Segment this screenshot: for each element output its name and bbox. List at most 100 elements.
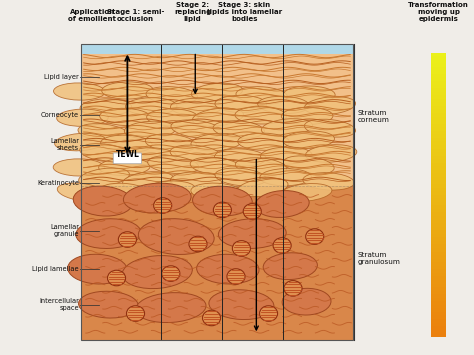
- Ellipse shape: [53, 159, 105, 176]
- Ellipse shape: [238, 133, 289, 150]
- Text: Corneocyte: Corneocyte: [41, 112, 79, 118]
- Ellipse shape: [304, 97, 356, 115]
- Ellipse shape: [124, 121, 176, 138]
- Ellipse shape: [127, 306, 145, 321]
- Text: Transformation
moving up
epidermis: Transformation moving up epidermis: [408, 2, 469, 22]
- Ellipse shape: [227, 269, 245, 284]
- Ellipse shape: [191, 183, 242, 201]
- Ellipse shape: [243, 204, 261, 219]
- Ellipse shape: [68, 254, 128, 284]
- Ellipse shape: [80, 99, 132, 116]
- Ellipse shape: [260, 306, 278, 321]
- Ellipse shape: [236, 87, 287, 104]
- Text: Stratum
granulosum: Stratum granulosum: [358, 252, 401, 265]
- Ellipse shape: [76, 219, 141, 248]
- Ellipse shape: [154, 198, 172, 213]
- Ellipse shape: [118, 232, 137, 247]
- Ellipse shape: [255, 191, 309, 218]
- Ellipse shape: [306, 229, 324, 244]
- Text: Stratum
corneum: Stratum corneum: [358, 110, 390, 123]
- Ellipse shape: [237, 178, 288, 197]
- Ellipse shape: [282, 108, 333, 125]
- Ellipse shape: [146, 109, 198, 126]
- Ellipse shape: [126, 98, 177, 115]
- Ellipse shape: [273, 238, 291, 253]
- Text: TEWL: TEWL: [116, 150, 139, 159]
- Ellipse shape: [125, 148, 177, 165]
- Ellipse shape: [79, 168, 129, 186]
- Ellipse shape: [79, 291, 138, 318]
- Ellipse shape: [73, 186, 133, 216]
- Text: Keratinocyte: Keratinocyte: [37, 180, 79, 186]
- Ellipse shape: [192, 108, 244, 126]
- Text: Lipid layer: Lipid layer: [44, 74, 79, 80]
- Ellipse shape: [144, 181, 195, 198]
- Ellipse shape: [283, 156, 334, 174]
- Ellipse shape: [209, 290, 274, 320]
- Ellipse shape: [190, 157, 241, 175]
- Ellipse shape: [123, 172, 173, 190]
- Bar: [81, 44, 353, 54]
- Ellipse shape: [215, 95, 266, 113]
- Ellipse shape: [100, 183, 151, 201]
- Ellipse shape: [80, 144, 131, 162]
- Ellipse shape: [99, 158, 150, 175]
- Ellipse shape: [170, 145, 221, 163]
- Ellipse shape: [261, 147, 312, 164]
- Ellipse shape: [219, 219, 286, 248]
- Ellipse shape: [263, 253, 318, 279]
- FancyBboxPatch shape: [113, 153, 142, 164]
- Ellipse shape: [171, 120, 222, 138]
- Ellipse shape: [191, 83, 243, 101]
- Ellipse shape: [54, 83, 105, 100]
- Ellipse shape: [100, 108, 151, 126]
- Text: Intercellular
space: Intercellular space: [39, 298, 79, 311]
- Text: Stage 1: semi-
occlusion: Stage 1: semi- occlusion: [107, 9, 164, 22]
- Ellipse shape: [189, 236, 207, 252]
- Ellipse shape: [57, 183, 108, 202]
- Ellipse shape: [102, 82, 153, 99]
- Ellipse shape: [100, 135, 152, 152]
- Ellipse shape: [162, 266, 180, 281]
- Ellipse shape: [258, 96, 309, 114]
- Ellipse shape: [148, 155, 199, 174]
- Ellipse shape: [303, 173, 354, 190]
- Ellipse shape: [213, 121, 264, 138]
- Ellipse shape: [283, 86, 335, 103]
- Text: Lamellar
sheets: Lamellar sheets: [50, 138, 79, 151]
- Ellipse shape: [215, 168, 266, 186]
- Ellipse shape: [282, 288, 331, 315]
- Bar: [81, 44, 353, 340]
- Ellipse shape: [136, 293, 206, 323]
- Text: Lamellar
granule: Lamellar granule: [50, 224, 79, 237]
- Ellipse shape: [235, 107, 287, 124]
- Ellipse shape: [146, 134, 197, 152]
- Ellipse shape: [191, 133, 242, 151]
- Text: Stage 2:
replacing
lipid: Stage 2: replacing lipid: [174, 2, 211, 22]
- Ellipse shape: [171, 98, 222, 115]
- Ellipse shape: [283, 131, 335, 148]
- Ellipse shape: [122, 256, 192, 289]
- Text: Stage 3: skin
lipids into lamellar
bodies: Stage 3: skin lipids into lamellar bodie…: [207, 2, 282, 22]
- Ellipse shape: [192, 186, 252, 216]
- Ellipse shape: [305, 145, 357, 162]
- Ellipse shape: [213, 202, 231, 218]
- Ellipse shape: [202, 310, 220, 326]
- Ellipse shape: [260, 169, 311, 186]
- Ellipse shape: [138, 219, 214, 255]
- Ellipse shape: [215, 149, 266, 166]
- Ellipse shape: [146, 87, 198, 104]
- Ellipse shape: [123, 183, 191, 213]
- Ellipse shape: [78, 124, 129, 142]
- Ellipse shape: [232, 241, 250, 256]
- Ellipse shape: [55, 133, 106, 151]
- Ellipse shape: [284, 280, 302, 296]
- Ellipse shape: [197, 254, 259, 284]
- Ellipse shape: [261, 119, 312, 137]
- Ellipse shape: [171, 172, 222, 189]
- Ellipse shape: [57, 109, 108, 126]
- Ellipse shape: [304, 119, 356, 137]
- Text: Lipid lamellae: Lipid lamellae: [32, 266, 79, 272]
- Bar: [81, 186, 353, 340]
- Bar: [81, 44, 353, 186]
